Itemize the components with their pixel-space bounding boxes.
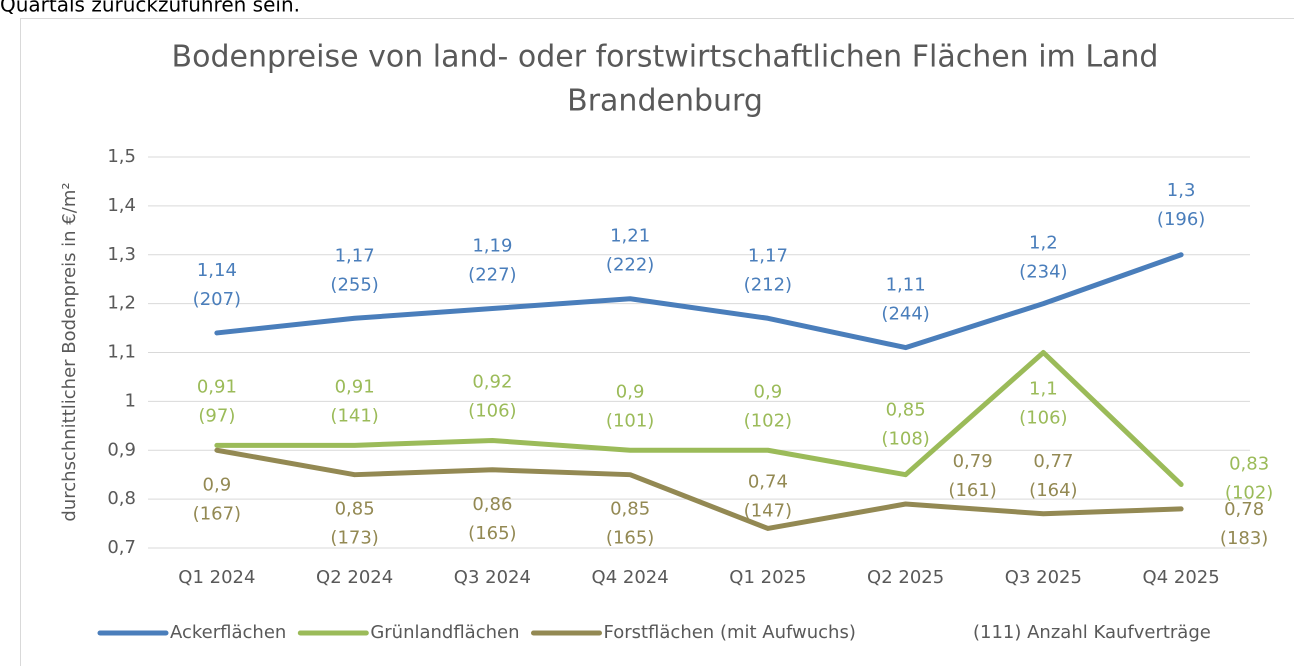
count-label: (102)	[1225, 482, 1273, 503]
data-label: 0,85	[610, 499, 650, 520]
x-tick-label: Q2 2025	[867, 567, 944, 588]
chart-title: Bodenpreise von land- oder forstwirtscha…	[172, 40, 1159, 75]
data-label: 0,85	[335, 499, 375, 520]
count-label: (212)	[744, 274, 792, 295]
data-label: 1,19	[472, 236, 512, 257]
count-label: (108)	[881, 429, 929, 450]
count-label: (106)	[1019, 408, 1067, 429]
y-tick-label: 1,5	[107, 146, 136, 167]
data-label: 1,3	[1167, 180, 1196, 201]
count-label: (165)	[468, 523, 516, 544]
data-label: 0,91	[335, 376, 375, 397]
data-label: 1,14	[197, 260, 237, 281]
x-tick-label: Q3 2025	[1005, 567, 1082, 588]
data-label: 1,17	[335, 245, 375, 266]
data-label: 0,9	[616, 381, 645, 402]
count-label: (106)	[468, 400, 516, 421]
data-label: 0,86	[472, 494, 512, 515]
y-tick-label: 1,3	[107, 244, 136, 265]
legend-label: Forstflächen (mit Aufwuchs)	[604, 622, 856, 643]
count-label: (141)	[330, 405, 378, 426]
data-label: 1,11	[886, 275, 926, 296]
data-label: 0,9	[754, 381, 783, 402]
count-label: (255)	[330, 274, 378, 295]
x-tick-label: Q4 2024	[592, 567, 669, 588]
x-tick-label: Q1 2025	[729, 567, 806, 588]
legend-label: Ackerflächen	[170, 622, 286, 643]
data-label: 1,17	[748, 245, 788, 266]
data-label: 0,74	[748, 471, 788, 492]
chart-title: Brandenburg	[567, 84, 763, 119]
count-label: (165)	[606, 528, 654, 549]
count-label: (227)	[468, 265, 516, 286]
count-label: (164)	[1029, 480, 1077, 501]
y-tick-label: 0,7	[107, 537, 136, 558]
data-label: 1,2	[1029, 233, 1058, 254]
data-label: 0,9	[203, 474, 232, 495]
count-label: (244)	[881, 304, 929, 325]
count-label: (101)	[606, 410, 654, 431]
count-label: (167)	[193, 503, 241, 524]
y-tick-label: 1,2	[107, 293, 136, 314]
count-label: (196)	[1157, 209, 1205, 230]
data-label: 1,1	[1029, 379, 1058, 400]
count-label: (222)	[606, 255, 654, 276]
count-label: (102)	[744, 410, 792, 431]
data-label: 0,79	[953, 451, 993, 472]
data-label: 1,21	[610, 226, 650, 247]
data-label: 0,77	[1033, 451, 1073, 472]
y-axis-label: durchschnittlicher Bodenpreis in €/m²	[59, 182, 80, 521]
data-label: 0,85	[886, 400, 926, 421]
x-tick-label: Q3 2024	[454, 567, 531, 588]
data-label: 0,78	[1224, 499, 1264, 520]
series-line	[214, 350, 1184, 487]
x-tick-label: Q1 2024	[178, 567, 255, 588]
header-text: Quartals zurückzuführen sein.	[0, 0, 300, 17]
y-tick-label: 0,8	[107, 488, 136, 509]
series-line	[214, 447, 1184, 531]
count-label: (97)	[198, 405, 235, 426]
count-label: (234)	[1019, 262, 1067, 283]
count-label: (183)	[1220, 528, 1268, 549]
y-tick-label: 1,1	[107, 342, 136, 363]
y-tick-label: 0,9	[107, 439, 136, 460]
count-label: (147)	[744, 500, 792, 521]
chart-frame	[20, 18, 1294, 666]
data-label: 0,91	[197, 376, 237, 397]
data-label: 0,92	[472, 371, 512, 392]
x-tick-label: Q2 2024	[316, 567, 393, 588]
x-tick-label: Q4 2025	[1143, 567, 1220, 588]
series-line	[214, 252, 1184, 351]
y-tick-label: 1	[125, 390, 136, 411]
count-label: (161)	[948, 480, 996, 501]
legend-note: (111) Anzahl Kaufverträge	[973, 622, 1211, 643]
legend-label: Grünlandflächen	[370, 622, 519, 643]
y-tick-label: 1,4	[107, 195, 136, 216]
count-label: (173)	[330, 528, 378, 549]
data-label: 0,83	[1229, 453, 1269, 474]
count-label: (207)	[193, 289, 241, 310]
